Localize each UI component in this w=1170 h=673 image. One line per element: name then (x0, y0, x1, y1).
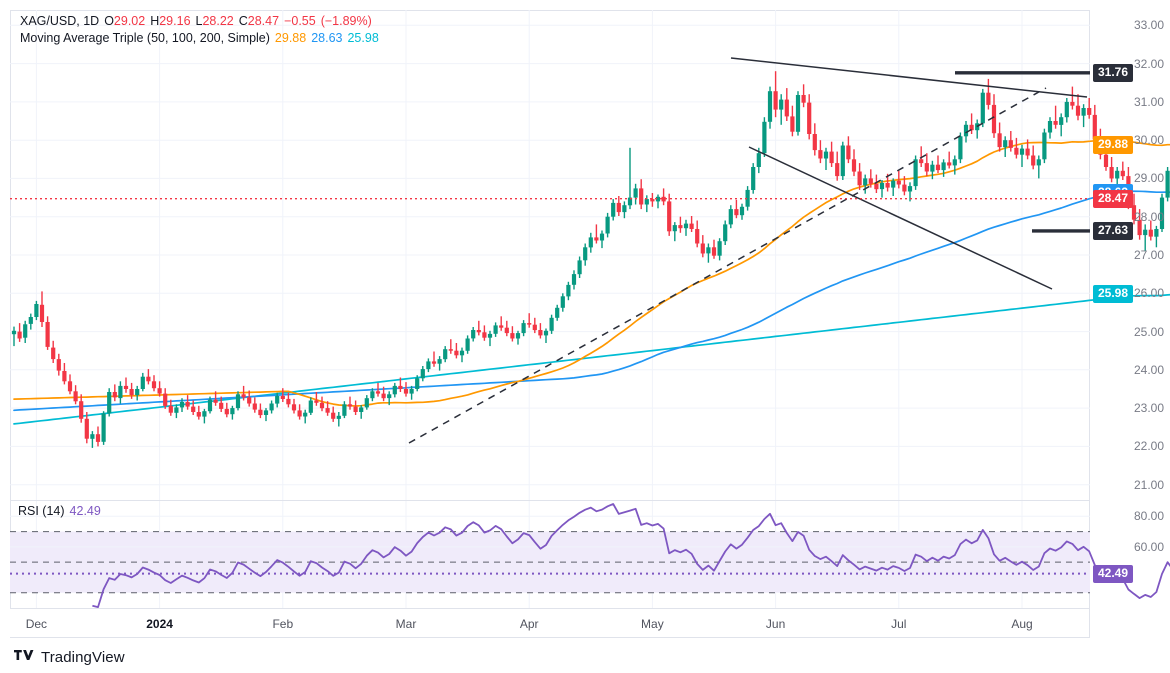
ma50-price-badge[interactable]: 29.88 (1093, 135, 1134, 154)
time-axis[interactable]: Dec 2024 Feb Mar Apr May Jun Jul Aug (0, 609, 1090, 637)
pane-separator (10, 500, 1090, 501)
time-axis-tick: May (641, 617, 664, 631)
resistance-price-badge[interactable]: 31.76 (1093, 63, 1134, 82)
price-axis-tick: 23.00 (1133, 401, 1164, 416)
price-axis-separator (1089, 10, 1090, 638)
support-price-badge[interactable]: 27.63 (1093, 221, 1134, 240)
price-axis-tick: 31.00 (1133, 94, 1164, 109)
time-axis-tick: Feb (272, 617, 294, 631)
time-axis-tick: Dec (25, 617, 48, 631)
tradingview-watermark: TradingView (14, 648, 125, 667)
rsi-pane[interactable] (10, 501, 1170, 608)
tradingview-logo-icon (14, 648, 34, 667)
time-axis-bottom-border (10, 637, 1090, 638)
price-axis-tick: 22.00 (1133, 439, 1164, 454)
price-axis-tick: 25.00 (1133, 324, 1164, 339)
price-axis-tick: 27.00 (1133, 248, 1164, 262)
time-axis-tick: Jun (765, 617, 786, 631)
last-price-badge[interactable]: 28.47 (1093, 189, 1134, 208)
price-axis-tick: 30.00 (1133, 133, 1164, 148)
price-pane[interactable] (10, 10, 1170, 500)
price-axis-tick: 33.00 (1133, 18, 1164, 33)
time-axis-tick: Aug (1011, 617, 1033, 631)
time-axis-tick: Jul (891, 617, 907, 631)
rsi-axis-tick: 80.00 (1133, 509, 1164, 524)
price-axis-tick: 32.00 (1133, 56, 1164, 71)
chart-border-bottom (10, 608, 1090, 609)
rsi-value-badge[interactable]: 42.49 (1093, 564, 1134, 583)
chart-border-left (10, 10, 11, 608)
ma200-price-badge[interactable]: 25.98 (1093, 285, 1134, 304)
rsi-chart-canvas (10, 501, 1170, 608)
price-chart-canvas (10, 10, 1170, 500)
time-axis-tick: 2024 (146, 617, 173, 631)
price-axis-tick: 26.00 (1133, 286, 1164, 301)
rsi-axis-tick: 60.00 (1133, 539, 1164, 554)
time-axis-tick: Apr (519, 617, 539, 631)
chart-border-top (10, 10, 1090, 11)
time-axis-tick: Mar (395, 617, 417, 631)
price-axis-tick: 29.00 (1133, 171, 1164, 186)
price-axis-tick: 21.00 (1133, 477, 1164, 492)
price-axis-tick: 28.00 (1133, 209, 1164, 224)
price-axis-tick: 24.00 (1133, 362, 1164, 377)
tradingview-label: TradingView (41, 649, 125, 666)
price-axis[interactable]: 33.00 32.00 31.00 30.00 29.00 28.00 27.00 26.00… (1090, 0, 1170, 638)
candle-series (11, 71, 1170, 448)
